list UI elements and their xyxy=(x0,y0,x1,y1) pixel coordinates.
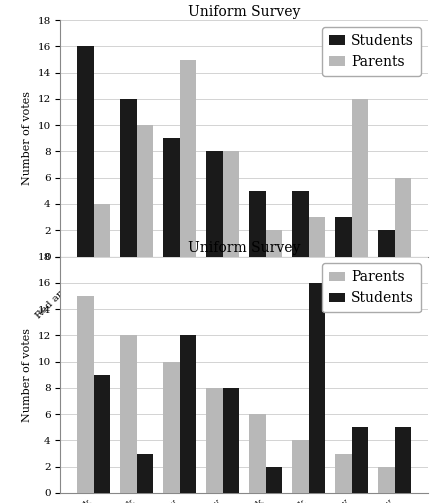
Bar xyxy=(352,99,368,257)
Bar xyxy=(77,46,93,257)
Bar xyxy=(352,427,368,493)
Bar xyxy=(222,151,239,257)
Bar xyxy=(266,467,282,493)
Bar xyxy=(266,230,282,257)
Bar xyxy=(93,204,110,257)
Bar xyxy=(120,99,137,257)
Bar xyxy=(206,151,222,257)
Bar xyxy=(378,467,395,493)
Bar xyxy=(93,375,110,493)
Bar xyxy=(206,388,222,493)
Title: Uniform Survey: Uniform Survey xyxy=(188,5,300,19)
Title: Uniform Survey: Uniform Survey xyxy=(188,241,300,256)
Legend: Parents, Students: Parents, Students xyxy=(322,264,421,312)
Bar xyxy=(180,59,196,257)
Bar xyxy=(292,441,308,493)
Bar xyxy=(378,230,395,257)
Bar xyxy=(222,388,239,493)
Bar xyxy=(180,336,196,493)
Bar xyxy=(77,296,93,493)
Bar xyxy=(249,191,266,257)
Legend: Students, Parents: Students, Parents xyxy=(322,27,421,76)
Bar xyxy=(163,138,180,257)
Y-axis label: Number of votes: Number of votes xyxy=(22,92,32,185)
Bar xyxy=(249,414,266,493)
Bar xyxy=(163,362,180,493)
Bar xyxy=(292,191,308,257)
Bar xyxy=(120,336,137,493)
Bar xyxy=(395,427,411,493)
Bar xyxy=(137,454,153,493)
Bar xyxy=(308,217,325,257)
Bar xyxy=(335,217,352,257)
Bar xyxy=(137,125,153,257)
Bar xyxy=(335,454,352,493)
Bar xyxy=(308,283,325,493)
X-axis label: Colour combination: Colour combination xyxy=(188,336,300,346)
Y-axis label: Number of votes: Number of votes xyxy=(22,328,32,422)
Bar xyxy=(395,178,411,257)
